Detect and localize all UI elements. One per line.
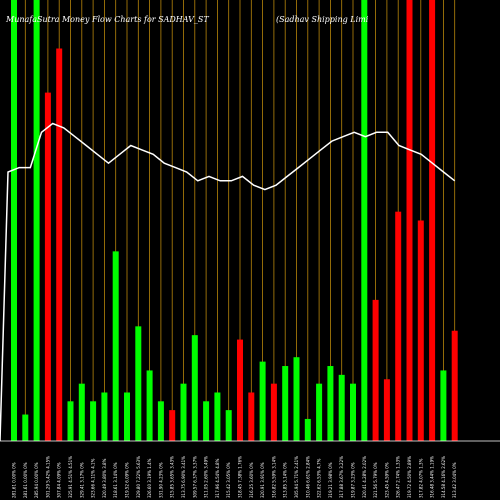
tick-label: 307.84 4.09% 0% — [57, 462, 62, 498]
bar — [304, 418, 311, 441]
bar — [248, 392, 255, 441]
tick-label: 319.72 4.50% 2.89% — [407, 456, 412, 498]
tick-label: 320.41 4.28% 2.02% — [362, 456, 367, 498]
bar — [180, 383, 187, 441]
bar — [78, 383, 85, 441]
tick-label: 314.58 4.16% 2.62% — [441, 456, 446, 498]
bar — [146, 370, 153, 441]
bars — [11, 0, 458, 442]
tick-label: 319.52 6.09% 0% — [125, 462, 130, 498]
tick-label: 301.29 5.42% 4.15% — [45, 456, 50, 498]
bar — [191, 335, 198, 441]
tick-label: 305.94 5.71% 2.41% — [294, 456, 299, 498]
bar — [350, 383, 356, 441]
bar — [157, 401, 164, 441]
bar — [135, 326, 142, 441]
bar — [225, 410, 232, 441]
chart-title: MunafaSutra Money Flow Charts for SADHAV… — [5, 15, 209, 24]
chart-subtitle: (Sadhav Shipping Limi — [276, 15, 369, 24]
bar — [169, 410, 176, 441]
tick-labels: 281.61 0.00% 0% 281.61 0.00% 0% 285.94 0.0… — [12, 456, 458, 498]
tick-label: 285.94 0.00% 0% — [34, 462, 39, 498]
tick-label: 326.60 3.19% 1.4% — [147, 458, 152, 498]
tick-label: 309.57 6.37% 3.37% — [192, 456, 197, 498]
tick-label: 313.75 6.90% 3.41% — [181, 456, 186, 498]
tick-label: 320.49 3.80% 3.8% — [102, 458, 107, 498]
tick-label: 316.25 3.60% 0% — [249, 462, 254, 498]
bar — [406, 0, 413, 441]
bar — [101, 392, 108, 441]
tick-label: 311.05 2.60% 3.49% — [204, 456, 209, 498]
tick-label: 319.21 3.98% 0% — [328, 462, 333, 498]
tick-label: 318.45 7.38% 1.76% — [238, 456, 243, 498]
tick-label: 331.90 4.23% 0% — [158, 462, 163, 498]
bar — [282, 366, 289, 441]
bar — [372, 299, 379, 441]
tick-label: 317.88 3.67% 3.22% — [339, 456, 344, 498]
tick-label: 329.41 3.17% 0% — [79, 462, 84, 498]
bar — [33, 0, 40, 441]
bar — [429, 0, 436, 441]
tick-label: 316.48 3.44% 1.19% — [430, 456, 435, 498]
tick-label: 321.56 5.79% 0% — [373, 462, 378, 498]
bar — [383, 379, 390, 441]
bar — [67, 401, 74, 441]
bar — [44, 92, 51, 442]
tick-label: 319.87 3.23% 0% — [351, 462, 356, 498]
tick-label: 315.42 3.05% 0% — [226, 462, 231, 498]
bar — [451, 330, 458, 441]
tick-label: 323.66 4.11% 4.1% — [91, 458, 96, 498]
tick-label: 325.91 4.51% 4.51% — [68, 456, 73, 498]
bar — [124, 392, 130, 441]
tick-label: 316.82 5.59% 3.14% — [271, 456, 276, 498]
tick-label: 310.46 6.61% 2.84% — [305, 456, 310, 498]
bar — [90, 401, 97, 441]
guide-lines — [13, 0, 456, 441]
bar — [417, 220, 424, 441]
bar — [259, 361, 266, 441]
bar — [203, 401, 210, 441]
tick-label: 315.85 3.65% 3.43% — [170, 456, 175, 498]
bar — [338, 374, 345, 441]
bar — [361, 0, 368, 441]
bar — [22, 414, 29, 441]
tick-label: 320.91 3.91% 0% — [260, 462, 265, 498]
tick-label: 323.45 4.59% 0% — [384, 462, 389, 498]
tick-label: 318.61 3.14% 0% — [113, 462, 118, 498]
bar — [237, 339, 243, 441]
tick-label: 313.85 3.14% 0% — [283, 462, 288, 498]
tick-label: 329.80 7.22% 5.63% — [136, 456, 141, 498]
bar — [316, 383, 323, 441]
bar — [112, 251, 119, 441]
bar — [395, 211, 402, 441]
bar — [11, 0, 17, 441]
tick-label: 322.62 6.53% 4.7% — [317, 458, 322, 498]
bar — [327, 366, 334, 441]
tick-label: 313.42 3.04% 0% — [452, 462, 457, 498]
bar — [270, 383, 277, 441]
money-flow-line — [0, 122, 456, 442]
tick-label: 281.61 0.00% 0% — [23, 462, 28, 498]
bar — [293, 357, 300, 441]
tick-label: 317.96 4.54% 4.8% — [215, 458, 220, 498]
tick-label: 326.47 2.74% 1.33% — [396, 456, 401, 498]
bar — [214, 392, 221, 441]
tick-label: 317.82 4.07% 1.3% — [418, 458, 423, 498]
bar — [440, 370, 447, 441]
tick-label: 281.61 0.00% 0% — [12, 462, 17, 498]
bar — [56, 48, 63, 441]
